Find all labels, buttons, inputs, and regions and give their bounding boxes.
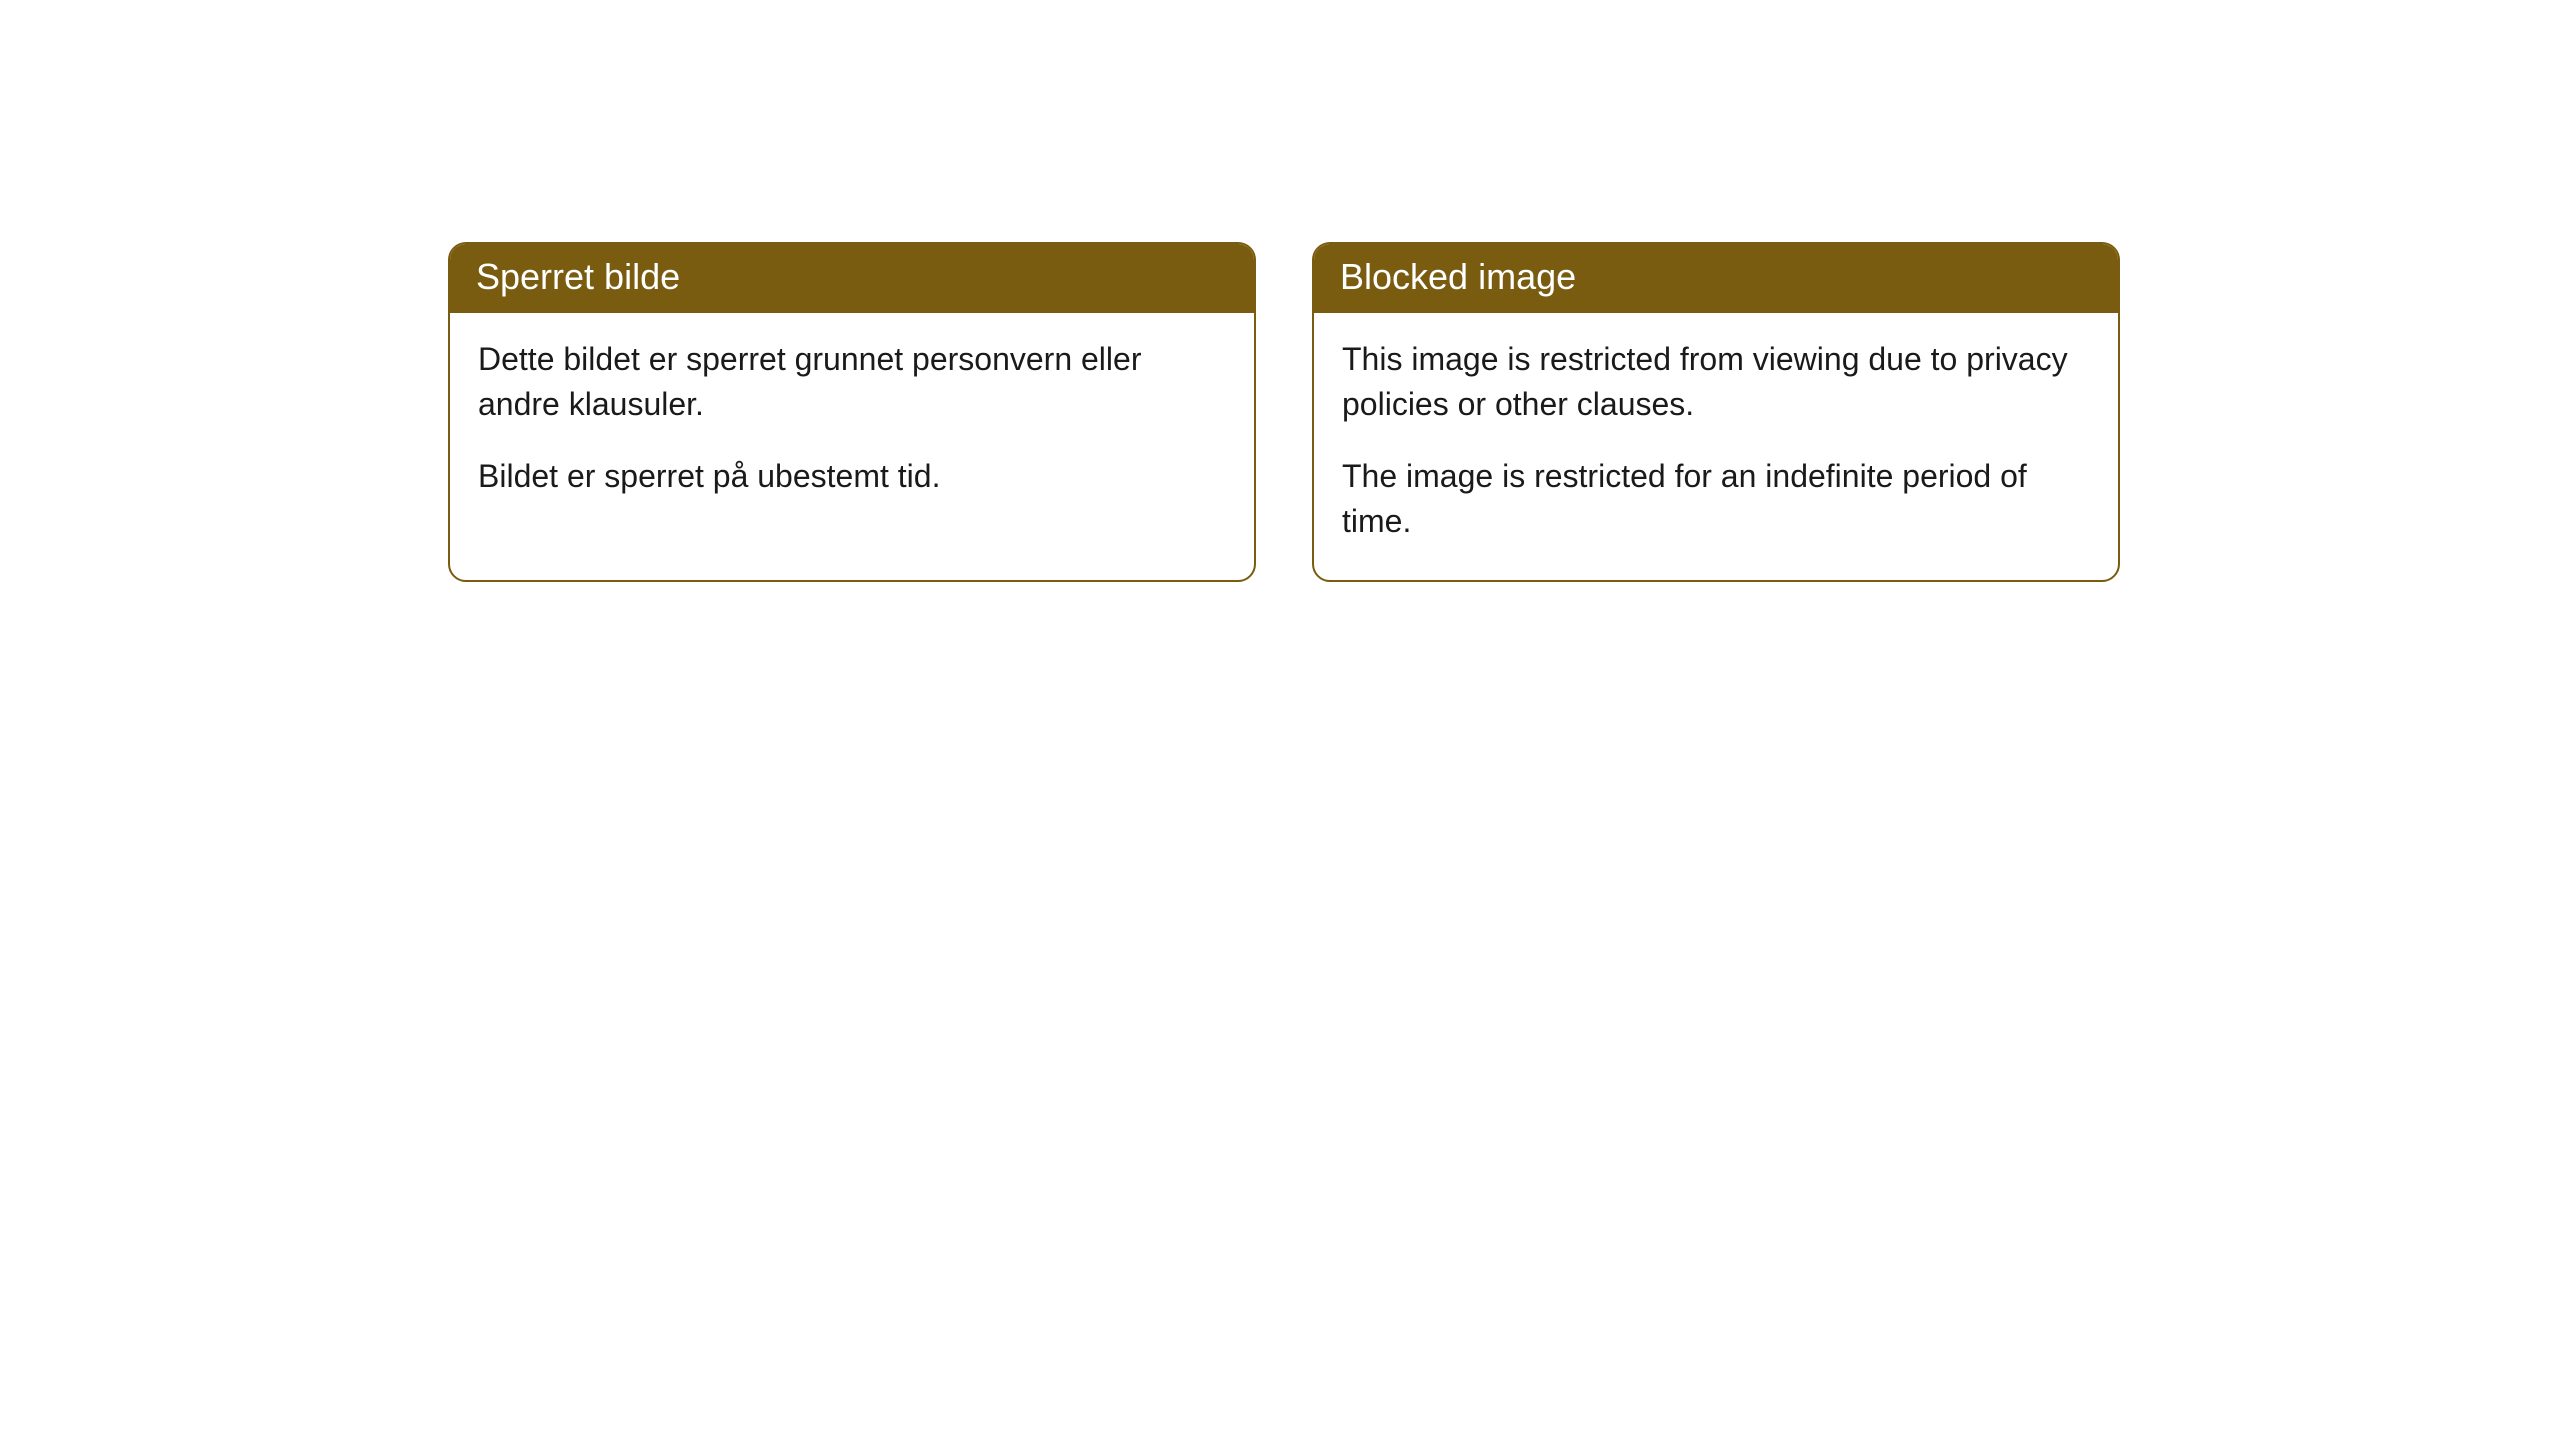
notice-paragraph: This image is restricted from viewing du… [1342, 337, 2090, 427]
notice-paragraph: Bildet er sperret på ubestemt tid. [478, 454, 1226, 499]
notice-card-norwegian: Sperret bilde Dette bildet er sperret gr… [448, 242, 1256, 582]
notice-header-english: Blocked image [1314, 244, 2118, 313]
notice-paragraph: Dette bildet er sperret grunnet personve… [478, 337, 1226, 427]
notice-header-norwegian: Sperret bilde [450, 244, 1254, 313]
notice-card-english: Blocked image This image is restricted f… [1312, 242, 2120, 582]
notice-paragraph: The image is restricted for an indefinit… [1342, 454, 2090, 544]
notice-body-norwegian: Dette bildet er sperret grunnet personve… [450, 313, 1254, 535]
notice-container: Sperret bilde Dette bildet er sperret gr… [0, 0, 2560, 582]
notice-body-english: This image is restricted from viewing du… [1314, 313, 2118, 580]
